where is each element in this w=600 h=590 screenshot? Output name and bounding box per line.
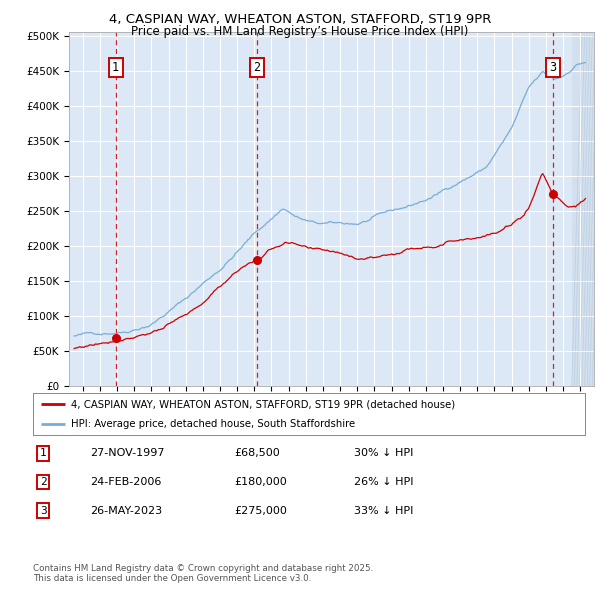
Text: 33% ↓ HPI: 33% ↓ HPI bbox=[354, 506, 413, 516]
Text: 26% ↓ HPI: 26% ↓ HPI bbox=[354, 477, 413, 487]
Text: 4, CASPIAN WAY, WHEATON ASTON, STAFFORD, ST19 9PR (detached house): 4, CASPIAN WAY, WHEATON ASTON, STAFFORD,… bbox=[71, 399, 455, 409]
Text: 24-FEB-2006: 24-FEB-2006 bbox=[90, 477, 161, 487]
Text: 30% ↓ HPI: 30% ↓ HPI bbox=[354, 448, 413, 458]
Text: Contains HM Land Registry data © Crown copyright and database right 2025.
This d: Contains HM Land Registry data © Crown c… bbox=[33, 563, 373, 583]
Text: £180,000: £180,000 bbox=[234, 477, 287, 487]
Text: £68,500: £68,500 bbox=[234, 448, 280, 458]
Text: Price paid vs. HM Land Registry’s House Price Index (HPI): Price paid vs. HM Land Registry’s House … bbox=[131, 25, 469, 38]
Text: 2: 2 bbox=[40, 477, 47, 487]
Text: 3: 3 bbox=[549, 61, 556, 74]
Text: 2: 2 bbox=[253, 61, 260, 74]
Text: 1: 1 bbox=[112, 61, 119, 74]
Text: £275,000: £275,000 bbox=[234, 506, 287, 516]
Text: 3: 3 bbox=[40, 506, 47, 516]
Text: 1: 1 bbox=[40, 448, 47, 458]
Text: HPI: Average price, detached house, South Staffordshire: HPI: Average price, detached house, Sout… bbox=[71, 419, 355, 429]
Text: 4, CASPIAN WAY, WHEATON ASTON, STAFFORD, ST19 9PR: 4, CASPIAN WAY, WHEATON ASTON, STAFFORD,… bbox=[109, 13, 491, 26]
Bar bbox=[572, 32, 594, 386]
Text: 27-NOV-1997: 27-NOV-1997 bbox=[90, 448, 164, 458]
Text: 26-MAY-2023: 26-MAY-2023 bbox=[90, 506, 162, 516]
